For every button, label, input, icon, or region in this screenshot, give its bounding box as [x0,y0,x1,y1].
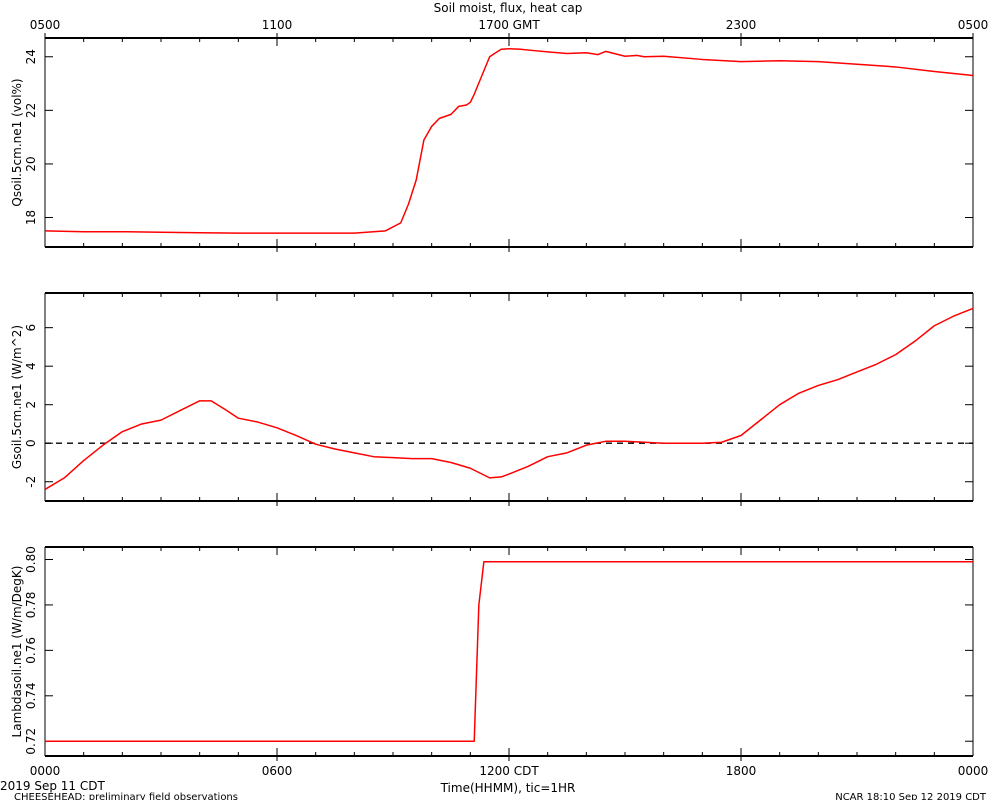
y-tick-label: 24 [24,49,38,64]
y-tick-label: 0.76 [24,637,38,664]
chart-title: Soil moist, flux, heat cap [434,1,583,15]
y-tick-label: 0.80 [24,546,38,573]
top-x-tick-label: 0500 [30,18,61,32]
y-tick-label: -2 [24,476,38,488]
bottom-x-tick-label: 1200 CDT [479,764,539,778]
y-tick-label: 22 [24,103,38,118]
y-tick-label: 20 [24,156,38,171]
y-axis-title: Gsoil.5cm.ne1 (W/m^2) [10,325,24,469]
series-line [44,47,974,234]
bottom-x-tick-label: 0000 [30,764,61,778]
top-x-tick-label: 2300 [726,18,757,32]
y-tick-label: 0 [24,439,38,447]
y-axis-title: Lambdasoil.ne1 (W/m/DegK) [10,566,24,738]
timestamp-label: NCAR 18:10 Sep 12 2019 CDT [835,792,987,800]
y-tick-label: 6 [24,324,38,332]
y-tick-label: 0.78 [24,592,38,619]
bottom-x-tick-label: 1800 [726,764,757,778]
top-x-tick-label: 0500 [958,18,989,32]
top-x-tick-label: 1700 GMT [478,18,540,32]
y-tick-label: 0.74 [24,682,38,709]
y-tick-label: 18 [24,210,38,225]
project-label: CHEESEHEAD: preliminary field observatio… [14,792,238,800]
top-x-tick-label: 1100 [262,18,293,32]
y-tick-label: 4 [24,362,38,370]
y-axis-title: Qsoil.5cm.ne1 (vol%) [10,78,24,206]
bottom-x-tick-label: 0000 [958,764,989,778]
series-line [44,307,974,491]
x-axis-title: Time(HHMM), tic=1HR [440,781,576,795]
date-label: 2019 Sep 11 CDT [0,779,105,793]
bottom-x-tick-label: 0600 [262,764,293,778]
series-line [45,561,973,742]
y-tick-label: 0.72 [24,728,38,755]
y-tick-label: 2 [24,401,38,409]
